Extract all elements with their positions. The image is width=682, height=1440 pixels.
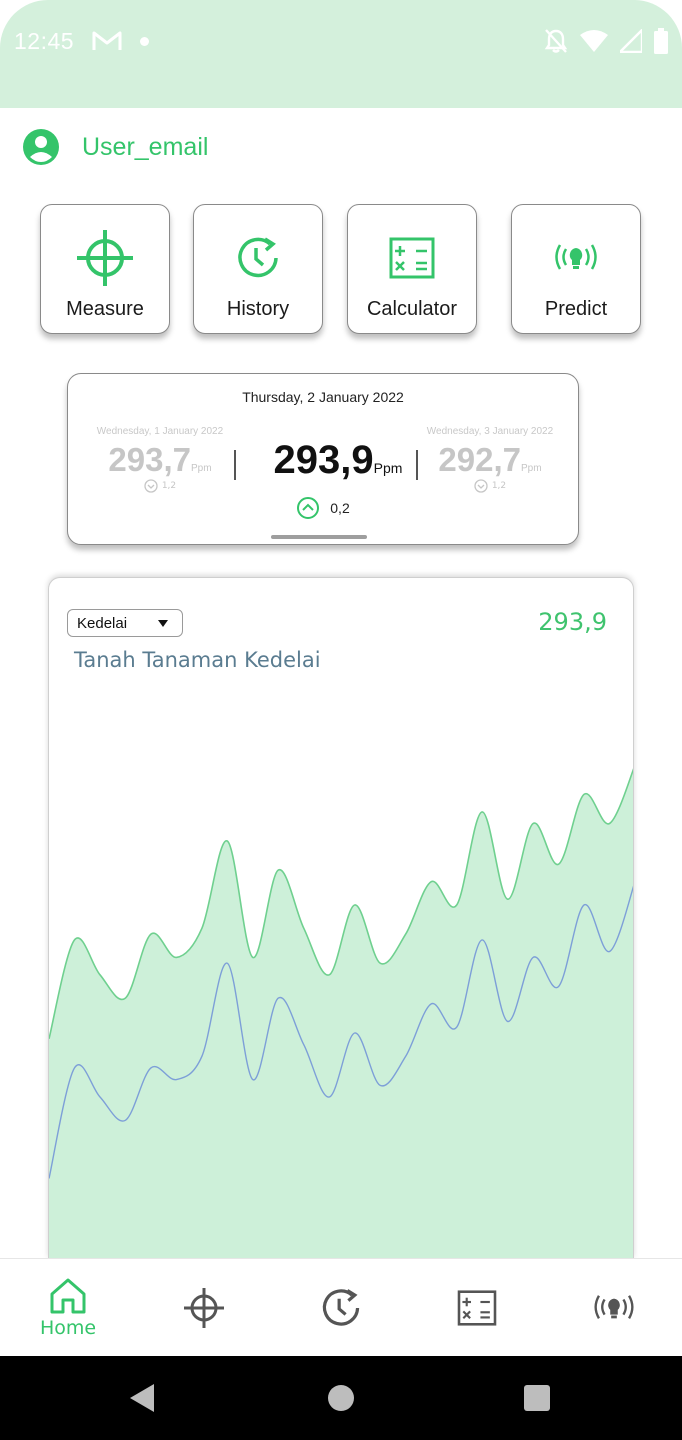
status-bar: 12:45 [0, 0, 682, 108]
plant-dropdown[interactable]: Kedelai [67, 609, 183, 637]
battery-icon [654, 28, 668, 54]
previous-reading[interactable]: Wednesday, 1 January 2022 293,7Ppm 1,2 [80, 426, 240, 493]
current-change: 0,2 [68, 496, 578, 520]
current-value: 293,9Ppm [273, 438, 403, 482]
mute-icon [544, 29, 568, 53]
chart-subtitle: Tanah Tanaman Kedelai [74, 648, 321, 672]
series-line-upper [49, 768, 633, 1039]
chevron-down-circle-icon [144, 479, 158, 493]
predict-button[interactable]: Predict [511, 204, 641, 334]
history-clock-icon [322, 1289, 360, 1326]
nav-history[interactable] [273, 1259, 409, 1357]
measure-button[interactable]: Measure [40, 204, 170, 334]
wifi-icon [580, 30, 608, 52]
predict-label: Predict [544, 298, 608, 320]
chevron-down-circle-icon [474, 479, 488, 493]
recents-square-icon[interactable] [524, 1385, 550, 1411]
chart-card: Kedelai 293,9 Tanah Tanaman Kedelai [48, 577, 634, 1259]
next-date: Wednesday, 3 January 2022 [426, 426, 554, 437]
previous-change: 1,2 [80, 479, 240, 493]
user-row[interactable]: User_email [22, 128, 208, 166]
nav-predict[interactable] [546, 1259, 682, 1357]
user-email: User_email [82, 132, 209, 161]
crosshair-icon [184, 1288, 224, 1328]
signal-icon [620, 29, 642, 53]
crosshair-icon [77, 230, 133, 286]
caret-down-icon [158, 620, 168, 627]
broadcast-icon [555, 244, 597, 270]
calculator-button[interactable]: Calculator [347, 204, 477, 334]
calculator-label: Calculator [366, 298, 458, 320]
nav-home-label: Home [39, 1317, 97, 1339]
bottom-nav: Home [0, 1258, 682, 1356]
account-circle-icon [23, 129, 59, 165]
next-reading[interactable]: Wednesday, 3 January 2022 292,7Ppm 1,2 [410, 426, 570, 493]
history-button[interactable]: History [193, 204, 323, 334]
nav-calculator[interactable] [409, 1259, 545, 1357]
nav-home[interactable]: Home [0, 1259, 136, 1357]
status-time: 12:45 [14, 28, 75, 54]
series-area [49, 770, 633, 1259]
notification-dot [140, 37, 149, 46]
reading-card[interactable]: Thursday, 2 January 2022 Wednesday, 1 Ja… [67, 373, 579, 545]
chart [49, 768, 633, 1259]
previous-date: Wednesday, 1 January 2022 [96, 426, 224, 437]
nav-measure[interactable] [136, 1259, 272, 1357]
back-icon[interactable] [130, 1384, 154, 1412]
history-label: History [226, 298, 290, 320]
next-change: 1,2 [410, 479, 570, 493]
calculator-icon [389, 237, 435, 279]
separator-right [416, 450, 418, 480]
next-value: 292,7Ppm [438, 441, 542, 478]
history-clock-icon [238, 237, 278, 278]
series-line-lower [49, 885, 633, 1179]
measure-label: Measure [66, 298, 144, 320]
previous-value: 293,7Ppm [108, 441, 212, 478]
chevron-up-circle-icon [297, 497, 320, 519]
current-date: Thursday, 2 January 2022 [242, 389, 404, 405]
broadcast-icon [594, 1295, 634, 1319]
separator-left [234, 450, 236, 480]
calculator-icon [457, 1290, 497, 1326]
chart-value: 293,9 [538, 608, 607, 636]
gmail-icon [92, 31, 122, 50]
dropdown-value: Kedelai [77, 614, 128, 632]
system-nav-bar [0, 1356, 682, 1440]
home-icon [50, 1278, 86, 1314]
drag-handle[interactable] [271, 535, 367, 539]
status-icons [544, 28, 668, 54]
home-circle-icon[interactable] [328, 1385, 354, 1411]
